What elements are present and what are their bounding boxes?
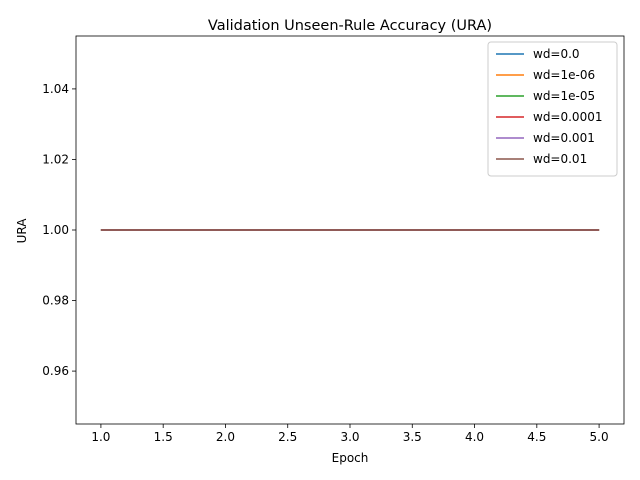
- y-tick-label: 1.04: [42, 82, 69, 96]
- y-axis: 0.96 0.98 1.00 1.02 1.04: [42, 82, 76, 378]
- y-tick-label: 0.96: [42, 364, 69, 378]
- legend: wd=0.0 wd=1e-06 wd=1e-05 wd=0.0001 wd=0.001 w…: [487, 41, 618, 177]
- legend-label: wd=0.0: [533, 47, 580, 61]
- x-tick-label: 1.0: [91, 430, 110, 444]
- x-axis: 1.0 1.5 2.0 2.5 3.0 3.5 4.0 4.5 5.0: [91, 424, 609, 444]
- x-axis-label: Epoch: [332, 451, 369, 465]
- legend-label: wd=0.001: [533, 131, 595, 145]
- chart-title: Validation Unseen-Rule Accuracy (URA): [208, 18, 492, 34]
- legend-label: wd=0.0001: [533, 110, 602, 124]
- x-tick-label: 2.5: [278, 430, 297, 444]
- legend-label: wd=0.01: [533, 152, 587, 166]
- y-tick-label: 1.02: [42, 152, 69, 166]
- legend-label: wd=1e-05: [533, 89, 595, 103]
- y-tick-label: 1.00: [42, 223, 69, 237]
- y-tick-label: 0.98: [42, 294, 69, 308]
- x-tick-label: 3.5: [403, 430, 422, 444]
- x-tick-label: 5.0: [590, 430, 609, 444]
- x-tick-label: 4.0: [465, 430, 484, 444]
- x-tick-label: 1.5: [154, 430, 173, 444]
- x-tick-label: 2.0: [216, 430, 235, 444]
- y-axis-label: URA: [15, 218, 29, 244]
- x-tick-label: 4.5: [527, 430, 546, 444]
- x-tick-label: 3.0: [340, 430, 359, 444]
- legend-label: wd=1e-06: [533, 68, 595, 82]
